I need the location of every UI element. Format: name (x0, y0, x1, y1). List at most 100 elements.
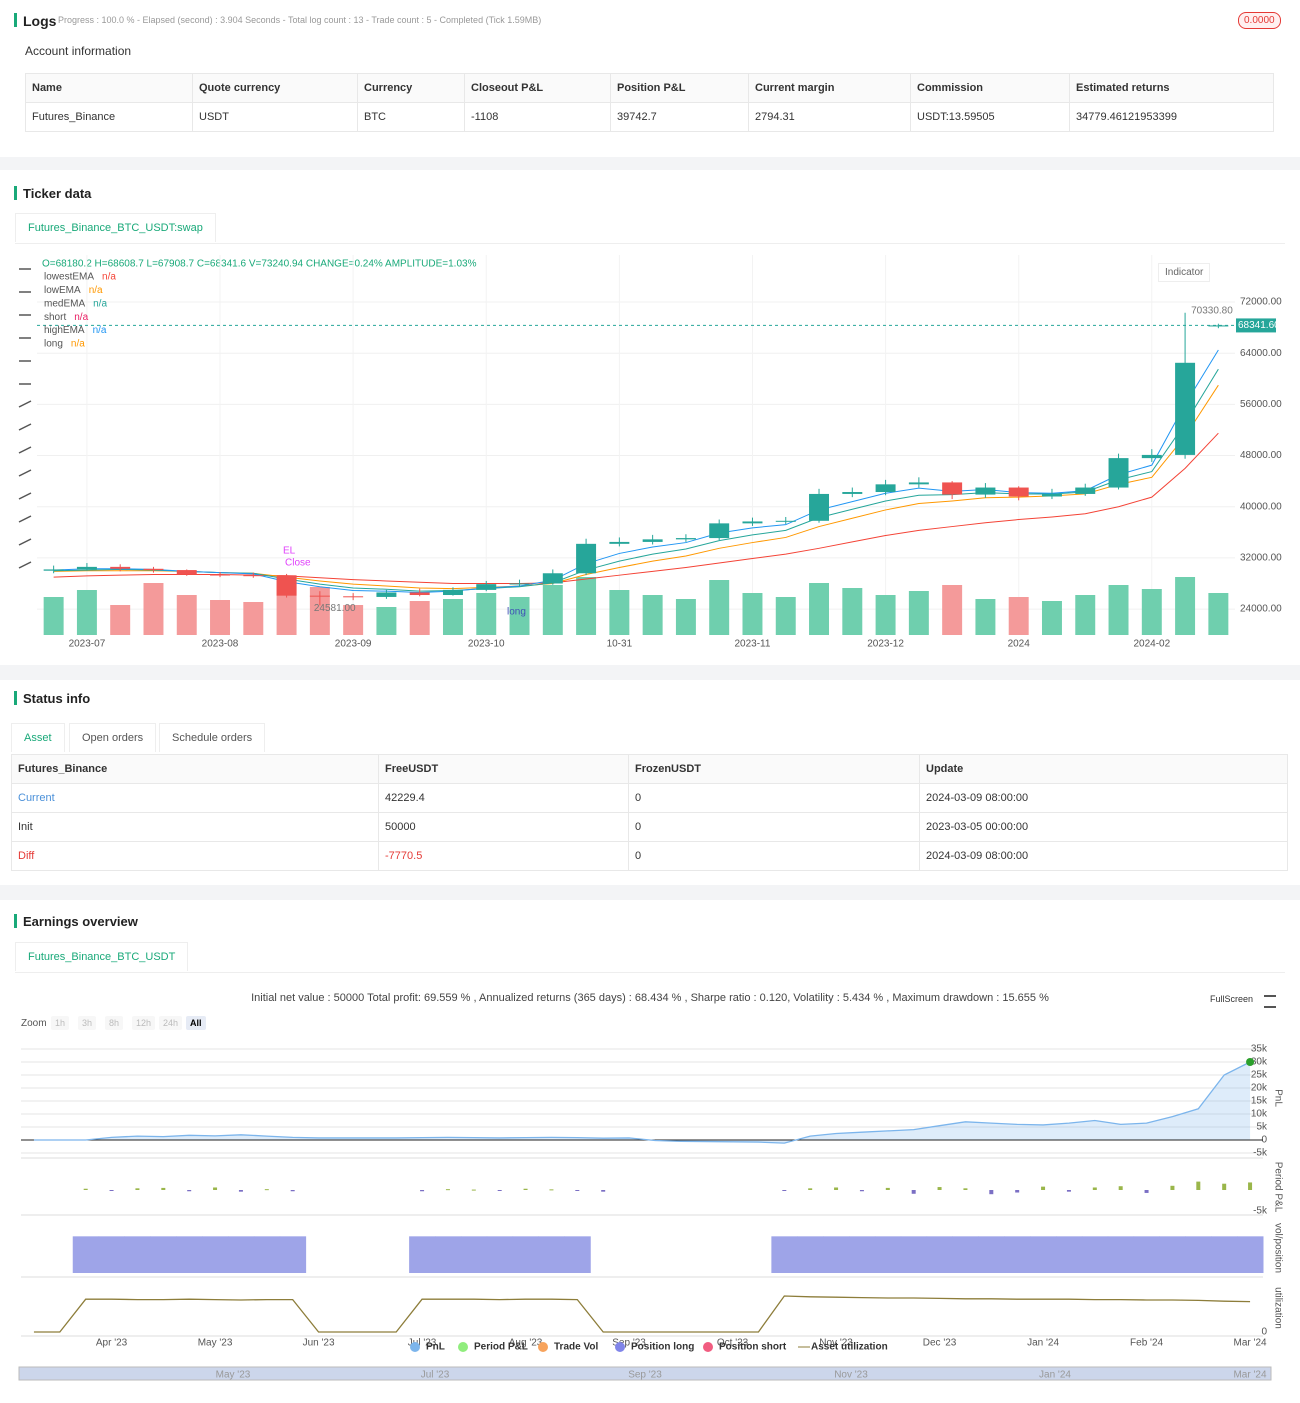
volume-bar (309, 587, 330, 635)
candle-body (210, 574, 231, 576)
legend-status: n/a (93, 325, 107, 336)
candle-body (409, 592, 430, 596)
volume-bar (243, 602, 264, 635)
legend-symbol (538, 1342, 548, 1352)
zoom-button[interactable]: 8h (105, 1016, 124, 1030)
menu-icon[interactable] (1264, 995, 1276, 1008)
cell: 0 (628, 841, 920, 871)
area-fill (33, 1062, 1251, 1144)
high-label: 70330.80 (1191, 305, 1233, 316)
last-price-label: 68341.60 (1238, 320, 1280, 331)
navigator (18, 1366, 1272, 1381)
ohlc-text: O=68180.2 H=68608.7 L=67908.7 C=68341.6 … (42, 259, 477, 270)
candle-body (1141, 454, 1162, 459)
y-axis-title: vol/position (1272, 1223, 1283, 1273)
earnings-title: Earnings overview (23, 914, 138, 929)
volume-bar (1208, 593, 1229, 635)
volume-bar (76, 590, 97, 635)
position-bar (1185, 1236, 1212, 1273)
legend-symbol (615, 1342, 625, 1352)
x-tick-label: 10-31 (607, 639, 633, 650)
candle-body (276, 575, 297, 596)
status-tab[interactable]: Schedule orders (159, 723, 266, 752)
bar (1066, 1190, 1071, 1192)
volume-bar (110, 605, 131, 635)
x-tick-label: Jan '24 (1027, 1338, 1059, 1349)
volume-bar (709, 580, 730, 635)
zoom-button[interactable]: 3h (78, 1016, 97, 1030)
status-title: Status info (23, 691, 91, 706)
fullscreen-button[interactable]: FullScreen (1210, 994, 1254, 1004)
cell: BTC (357, 102, 465, 132)
zoom-button[interactable]: 24h (159, 1016, 183, 1030)
candle-body (442, 589, 463, 596)
bar (1118, 1186, 1123, 1190)
x-tick-label: 2023-09 (335, 639, 372, 650)
status-tab[interactable]: Open orders (69, 723, 157, 752)
position-bar (1081, 1236, 1109, 1273)
bar (549, 1189, 554, 1191)
candle-body (1041, 493, 1062, 497)
row: Current 42229.4 0 2024-03-09 08:00:00 (11, 783, 1288, 813)
volume-bar (942, 585, 963, 635)
zoom-button[interactable]: 12h (132, 1016, 156, 1030)
position-bar (1159, 1236, 1186, 1273)
x-tick-label: Oct '23 (717, 1338, 749, 1349)
volume-bar (542, 585, 563, 635)
candle-body (642, 539, 663, 542)
volume-bar (1041, 601, 1062, 635)
bar (290, 1190, 295, 1192)
candle-body (376, 592, 397, 597)
tool-icon (18, 400, 32, 408)
status-tab[interactable]: Asset (11, 723, 65, 752)
zoom-button[interactable]: 1h (51, 1016, 70, 1030)
navigator-label: Nov '23 (834, 1370, 868, 1381)
volume-bar (675, 599, 696, 635)
position-bar (538, 1236, 565, 1273)
candle-body (842, 492, 863, 494)
x-tick-label: Dec '23 (923, 1338, 957, 1349)
candle-body (1075, 487, 1096, 494)
earnings-tab[interactable]: Futures_Binance_BTC_USDT (15, 942, 189, 971)
candle-body (509, 583, 530, 585)
position-bar (150, 1236, 177, 1273)
volume-bar (875, 595, 896, 635)
header-cell: Futures_Binance (11, 754, 379, 784)
position-bar (797, 1236, 824, 1273)
legend-status: n/a (71, 339, 85, 350)
indicator-button[interactable]: Indicator (1158, 263, 1211, 282)
header-cell: Quote currency (192, 73, 358, 103)
candle-body (243, 575, 264, 577)
row: Diff -7770.5 0 2024-03-09 08:00:00 (11, 841, 1288, 871)
zoom-button[interactable]: All (186, 1016, 206, 1030)
ema-line (53, 384, 1219, 590)
bar (808, 1188, 813, 1190)
position-bar (849, 1236, 876, 1273)
volume-bar (1108, 585, 1129, 635)
bar (213, 1187, 218, 1190)
cell: 2024-03-09 08:00:00 (919, 783, 1288, 813)
bar (83, 1188, 88, 1190)
volume-bar (276, 575, 297, 635)
legend-label: Trade Vol (554, 1342, 598, 1353)
volume-bar (1008, 597, 1029, 635)
y-tick-label: 10k (1251, 1109, 1268, 1120)
x-tick-label: May '23 (198, 1338, 233, 1349)
position-bar (486, 1236, 514, 1273)
header-row: Name Quote currency Currency Closeout P&L Po… (25, 73, 1274, 103)
summary: Initial net value : 50000 Total profit: … (251, 992, 1049, 1004)
position-bar (72, 1236, 100, 1273)
tool-icon (18, 423, 32, 431)
header-cell: Position P&L (610, 73, 749, 103)
ticker-tab[interactable]: Futures_Binance_BTC_USDT:swap (15, 213, 216, 242)
cell: 0 (628, 783, 920, 813)
position-bar (202, 1236, 229, 1273)
separator (0, 665, 1300, 680)
candle-body (908, 482, 929, 485)
candle-body (675, 538, 696, 540)
bar (1222, 1183, 1227, 1190)
divider (15, 243, 1285, 244)
divider (15, 972, 1285, 973)
position-bar (253, 1236, 281, 1273)
